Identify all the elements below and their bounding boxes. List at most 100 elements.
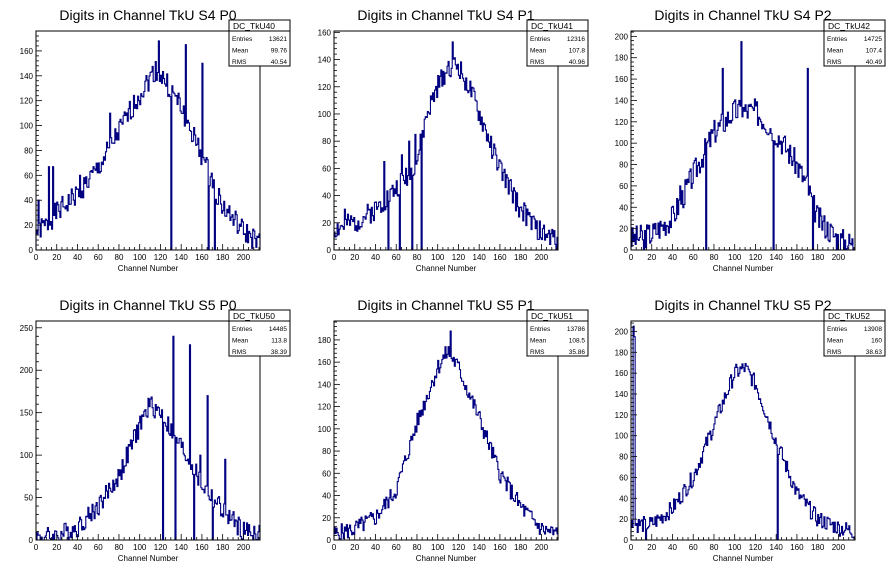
stats-value: 108.5 <box>569 338 586 345</box>
y-tick-label: 80 <box>322 137 331 146</box>
stats-histogram-name: DC_TkU51 <box>531 311 573 321</box>
x-axis-label: Channel Number <box>713 554 774 563</box>
x-axis: 0 20 40 60 80 100 120 140 160 180 200 Channel Numbe… <box>629 534 855 563</box>
y-axis: 0 20 40 60 80 100 120 140 160 180 200 <box>615 322 637 545</box>
x-tick-label: 120 <box>154 543 168 552</box>
y-tick-label: 120 <box>318 83 332 92</box>
stats-box-frame <box>526 309 589 357</box>
x-tick-label: 80 <box>413 253 422 262</box>
stats-label: Entries <box>232 326 253 333</box>
y-tick-label: 80 <box>322 447 331 456</box>
x-tick-label: 200 <box>832 253 846 262</box>
y-tick-label: 100 <box>20 451 34 460</box>
x-tick-label: 180 <box>216 543 230 552</box>
y-tick-label: 80 <box>619 453 628 462</box>
x-tick-label: 80 <box>710 253 719 262</box>
stats-label: Entries <box>530 326 551 333</box>
y-axis: 0 20 40 60 80 100 120 140 160 180 <box>318 321 340 545</box>
x-axis: 0 20 40 60 80 100 120 140 160 180 200 Channel Numbe… <box>332 244 558 273</box>
x-tick-label: 200 <box>237 543 251 552</box>
stats-value: 38.63 <box>866 349 883 356</box>
histogram-series <box>333 41 559 251</box>
stats-label: RMS <box>827 349 842 356</box>
y-tick-label: 160 <box>318 28 332 37</box>
x-axis-label: Channel Number <box>416 264 477 273</box>
histogram-series <box>333 330 559 541</box>
stats-label: Mean <box>232 338 249 345</box>
y-tick-label: 80 <box>619 161 628 170</box>
stats-box-frame <box>526 19 589 67</box>
y-tick-label: 140 <box>318 380 332 389</box>
chart-title: Digits in Channel TkU S5 P1 <box>357 297 534 313</box>
x-tick-label: 180 <box>514 253 528 262</box>
y-tick-label: 20 <box>619 515 628 524</box>
y-tick-label: 40 <box>619 203 628 212</box>
x-tick-label: 20 <box>647 253 656 262</box>
x-tick-label: 160 <box>195 253 209 262</box>
y-tick-label: 120 <box>20 97 34 106</box>
x-tick-label: 140 <box>175 543 189 552</box>
histogram-panel-5: Digits in Channel TkU S5 P1 0 20 40 60 80 100 1… <box>318 297 589 563</box>
stats-value: 113.8 <box>271 338 287 345</box>
stats-histogram-name: DC_TkU40 <box>233 21 275 31</box>
stats-box-frame <box>823 19 886 67</box>
x-axis-label: Channel Number <box>118 264 179 273</box>
y-tick-label: 0 <box>327 536 332 545</box>
x-tick-label: 200 <box>237 253 251 262</box>
y-tick-label: 140 <box>615 96 629 105</box>
x-tick-label: 120 <box>154 253 168 262</box>
y-tick-label: 200 <box>615 327 629 336</box>
x-tick-label: 140 <box>175 253 189 262</box>
y-tick-label: 40 <box>322 192 331 201</box>
histogram-panel-1: Digits in Channel TkU S4 P0 0 20 40 60 80 100 1… <box>20 7 291 273</box>
stats-box: DC_TkU52 Entries 13908 Mean 160 RMS 38.63 <box>823 309 886 357</box>
x-axis-label: Channel Number <box>118 554 179 563</box>
y-tick-label: 40 <box>322 492 331 501</box>
x-tick-label: 160 <box>790 543 804 552</box>
x-tick-label: 60 <box>392 543 401 552</box>
x-tick-label: 140 <box>770 253 784 262</box>
y-axis: 0 50 100 150 200 250 <box>20 324 42 545</box>
stats-label: Entries <box>827 326 848 333</box>
stats-histogram-name: DC_TkU41 <box>531 21 573 31</box>
x-tick-label: 140 <box>770 543 784 552</box>
stats-histogram-name: DC_TkU52 <box>828 311 870 321</box>
stats-value: 13786 <box>567 326 585 333</box>
stats-value: 40.96 <box>569 59 586 66</box>
y-tick-label: 60 <box>322 469 331 478</box>
y-tick-label: 150 <box>20 409 34 418</box>
stats-box: DC_TkU50 Entries 14485 Mean 113.8 RMS 38.39 <box>228 309 291 357</box>
y-tick-label: 140 <box>20 72 34 81</box>
plot-frame <box>333 320 559 541</box>
y-tick-label: 100 <box>615 139 629 148</box>
x-tick-label: 200 <box>832 543 846 552</box>
stats-value: 14725 <box>864 36 882 43</box>
stats-value: 40.54 <box>271 59 288 66</box>
x-tick-label: 0 <box>332 543 337 552</box>
chart-title: Digits in Channel TkU S4 P1 <box>357 7 534 23</box>
stats-box: DC_TkU42 Entries 14725 Mean 107.4 RMS 40.49 <box>823 19 886 67</box>
y-tick-label: 180 <box>615 54 629 63</box>
stats-value: 107.4 <box>866 48 883 55</box>
x-tick-label: 100 <box>133 543 147 552</box>
x-tick-label: 160 <box>493 253 507 262</box>
y-tick-label: 50 <box>24 494 33 503</box>
stats-histogram-name: DC_TkU50 <box>233 311 275 321</box>
y-tick-label: 140 <box>615 390 629 399</box>
stats-label: Mean <box>530 338 547 345</box>
histogram-panel-6: Digits in Channel TkU S5 P2 0 20 40 60 80 100 1… <box>615 297 886 563</box>
plot-frame <box>333 30 559 251</box>
stats-label: Entries <box>827 36 848 43</box>
x-tick-label: 120 <box>749 543 763 552</box>
y-axis: 0 20 40 60 80 100 120 140 160 <box>318 28 340 255</box>
x-axis: 0 20 40 60 80 100 120 140 160 180 200 Channel Numbe… <box>34 244 260 273</box>
y-tick-label: 120 <box>615 118 629 127</box>
chart-title: Digits in Channel TkU S4 P2 <box>654 7 831 23</box>
histogram-panel-3: Digits in Channel TkU S4 P2 0 20 40 60 80 100 1… <box>615 7 886 273</box>
stats-histogram-name: DC_TkU42 <box>828 21 870 31</box>
y-tick-label: 0 <box>29 536 34 545</box>
x-tick-label: 100 <box>431 253 445 262</box>
stats-value: 160 <box>871 338 882 345</box>
x-tick-label: 60 <box>689 543 698 552</box>
